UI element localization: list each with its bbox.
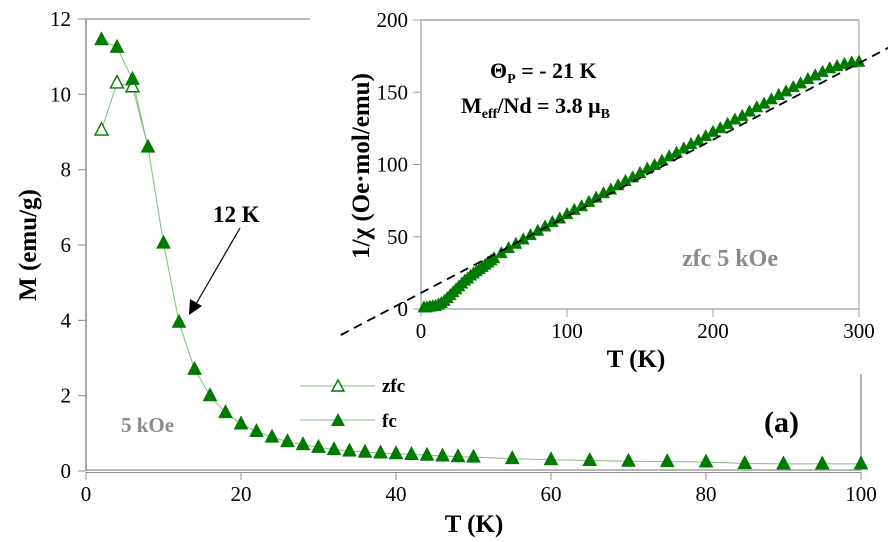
fc-data-point xyxy=(698,453,714,468)
fc-data-point xyxy=(342,442,357,457)
zfc-series-line xyxy=(101,82,149,148)
theta-value: = - 21 K xyxy=(516,58,597,83)
fc-data-point xyxy=(776,455,791,470)
main-x-tick-label: 60 xyxy=(541,482,562,506)
fc-data-point xyxy=(373,444,388,459)
fc-data-point xyxy=(187,360,202,375)
main-x-tick-label: 0 xyxy=(81,482,92,506)
main-x-tick-label: 100 xyxy=(845,482,877,506)
inset-y-tick-label: 50 xyxy=(387,225,408,249)
main-x-axis-title: T (K) xyxy=(445,511,504,538)
main-y-tick-label: 12 xyxy=(50,7,71,31)
theta-subscript: P xyxy=(507,72,516,87)
fc-data-point xyxy=(621,452,636,467)
fc-data-point xyxy=(202,387,218,402)
meff-symbol: M xyxy=(461,93,482,118)
main-chart: 0 2 4 6 8 10 12 0 20 40 60 80 100 M (emu/g) T (K) 1… xyxy=(15,7,877,538)
inset-field-label: zfc 5 kOe xyxy=(682,246,778,272)
main-x-tick-label: 20 xyxy=(231,482,252,506)
legend-item-zfc: zfc xyxy=(300,376,405,397)
main-x-tick-label: 80 xyxy=(696,482,717,506)
zfc-data-point xyxy=(93,121,110,136)
fc-data-point xyxy=(388,445,404,460)
fc-data-point xyxy=(404,445,419,460)
fc-data-point xyxy=(853,455,869,470)
filled-triangle-icon xyxy=(331,413,345,426)
panel-label-a: (a) xyxy=(764,406,799,439)
inset-x-tick-label: 100 xyxy=(551,319,583,343)
zfc-data-point xyxy=(124,77,141,93)
main-x-ticks: 0 20 40 60 80 100 xyxy=(81,472,877,506)
theta-p-annotation: ΘP = - 21 K xyxy=(490,58,597,87)
arrow-head-icon xyxy=(189,299,202,315)
inset-y-axis-title: 1/χ (Oe·mol/emu) xyxy=(348,73,375,259)
annotation-12k: 12 K xyxy=(189,202,260,315)
legend-item-fc: fc xyxy=(300,411,397,432)
inset-x-ticks: 0 100 200 300 xyxy=(416,309,875,343)
fc-data-point xyxy=(814,455,830,470)
fc-data-point xyxy=(326,441,342,456)
main-y-tick-label: 10 xyxy=(50,82,71,106)
fc-data-point xyxy=(218,404,233,419)
fc-data-point xyxy=(171,313,187,328)
mu-b-subscript: B xyxy=(601,107,610,122)
fc-data-point xyxy=(450,448,466,463)
legend-label-fc: fc xyxy=(382,411,397,432)
fc-data-point xyxy=(435,447,450,462)
fc-data-point xyxy=(659,453,675,468)
open-triangle-icon xyxy=(330,378,346,392)
theta-symbol: Θ xyxy=(490,58,507,83)
curie-weiss-fit-line xyxy=(340,46,888,336)
fc-data-point xyxy=(125,70,140,85)
inset-x-tick-label: 0 xyxy=(416,319,427,343)
zfc-data-point xyxy=(109,74,125,89)
fc-data-point xyxy=(357,443,373,458)
arrow-line xyxy=(195,227,241,305)
inset-series-markers xyxy=(417,54,866,313)
field-label-5koe: 5 kOe xyxy=(121,413,174,437)
fc-data-point xyxy=(94,31,109,46)
fc-data-point xyxy=(249,422,264,438)
fc-data-point xyxy=(264,428,280,443)
meff-annotation: Meff/Nd = 3.8 μB xyxy=(461,93,610,122)
annotation-12k-label: 12 K xyxy=(213,202,260,227)
fc-data-point xyxy=(419,446,435,461)
inset-x-tick-label: 300 xyxy=(843,319,875,343)
meff-subscript: eff xyxy=(482,107,498,122)
fc-data-point xyxy=(233,415,249,430)
fc-data-point xyxy=(504,450,520,465)
inset-chart: 0 50 100 150 200 0 100 200 300 1/χ (Oe·mol/emu)… xyxy=(340,8,888,373)
fc-data-point xyxy=(582,451,598,467)
main-y-tick-label: 8 xyxy=(61,158,72,182)
fc-data-point xyxy=(280,433,295,448)
inset-y-tick-label: 0 xyxy=(398,297,409,321)
inset-y-ticks: 0 50 100 150 200 xyxy=(377,8,421,321)
legend: zfc fc xyxy=(300,376,405,432)
inset-y-tick-label: 200 xyxy=(377,8,409,32)
fc-data-point xyxy=(140,138,156,153)
inset-y-tick-label: 100 xyxy=(377,153,409,177)
main-y-tick-label: 2 xyxy=(61,384,72,408)
fc-data-point xyxy=(311,438,326,453)
main-y-axis-title: M (emu/g) xyxy=(15,189,42,301)
fc-data-point xyxy=(466,448,481,463)
main-series-markers xyxy=(93,31,869,470)
inset-x-tick-label: 200 xyxy=(697,319,729,343)
fc-data-point xyxy=(543,451,559,466)
legend-label-zfc: zfc xyxy=(382,376,405,397)
main-y-tick-label: 4 xyxy=(61,308,72,332)
fc-data-point xyxy=(295,436,311,451)
main-y-ticks: 0 2 4 6 8 10 12 xyxy=(50,7,86,483)
meff-value: /Nd = 3.8 μ xyxy=(496,93,601,118)
main-y-tick-label: 0 xyxy=(61,459,72,483)
inset-y-tick-label: 150 xyxy=(377,80,409,104)
main-y-tick-label: 6 xyxy=(61,233,72,257)
fc-data-point xyxy=(156,234,171,249)
fc-data-point xyxy=(737,454,753,470)
main-x-tick-label: 40 xyxy=(386,482,407,506)
inset-x-axis-title: T (K) xyxy=(607,346,666,373)
fc-data-point xyxy=(109,38,125,53)
